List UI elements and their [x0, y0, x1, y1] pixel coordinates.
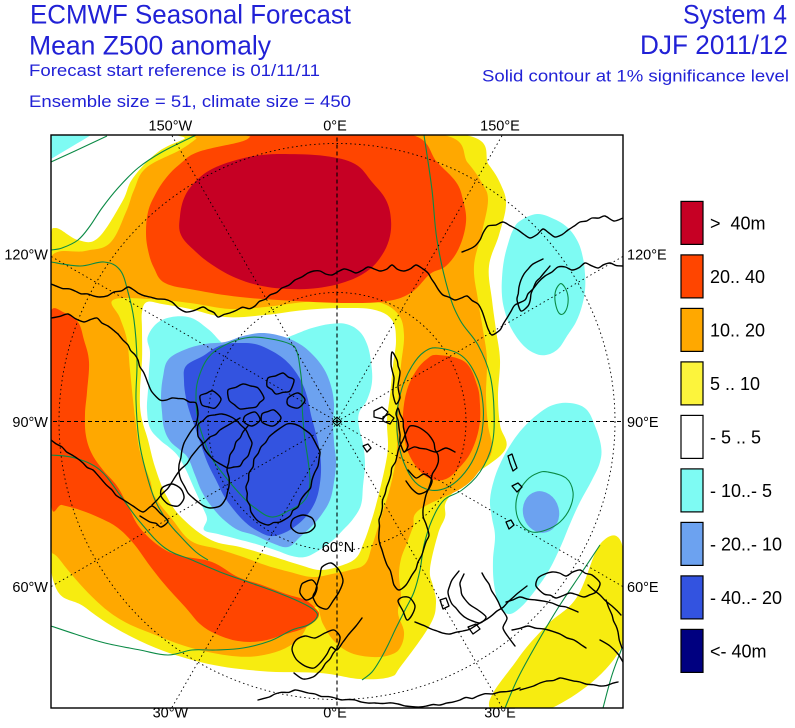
svg-text:System 4: System 4	[683, 0, 787, 29]
svg-text:<- 40m: <- 40m	[710, 641, 767, 661]
svg-text:0°E: 0°E	[323, 706, 347, 722]
svg-text:Solid contour at 1% significan: Solid contour at 1% significance level	[482, 67, 789, 85]
svg-text:ECMWF Seasonal Forecast: ECMWF Seasonal Forecast	[30, 0, 351, 30]
svg-text:150°W: 150°W	[149, 118, 193, 134]
svg-text:30°W: 30°W	[153, 706, 189, 722]
svg-text:60°W: 60°W	[12, 580, 48, 596]
svg-text:90°E: 90°E	[627, 415, 659, 431]
svg-text:10.. 20: 10.. 20	[710, 320, 765, 340]
svg-text:120°E: 120°E	[627, 247, 667, 263]
svg-text:60°N: 60°N	[322, 540, 354, 556]
svg-text:60°E: 60°E	[627, 580, 659, 596]
svg-text:- 40..- 20: - 40..- 20	[710, 588, 782, 608]
svg-text:Ensemble size = 51, climate si: Ensemble size = 51, climate size = 450	[29, 93, 351, 111]
svg-text:- 10..- 5: - 10..- 5	[710, 481, 772, 501]
svg-text:0°E: 0°E	[323, 118, 347, 134]
svg-text:> 40m: > 40m	[710, 213, 766, 233]
svg-text:90°W: 90°W	[12, 415, 48, 431]
svg-text:20.. 40: 20.. 40	[710, 267, 765, 287]
svg-text:120°W: 120°W	[4, 247, 48, 263]
svg-text:5 .. 10: 5 .. 10	[710, 374, 760, 394]
svg-text:Forecast start reference is 01: Forecast start reference is 01/11/11	[29, 62, 320, 80]
svg-text:150°E: 150°E	[480, 118, 520, 134]
svg-text:- 5 .. 5: - 5 .. 5	[710, 427, 761, 447]
svg-text:Mean Z500 anomaly: Mean Z500 anomaly	[29, 31, 271, 61]
svg-text:- 20..- 10: - 20..- 10	[710, 534, 782, 554]
svg-text:30°E: 30°E	[484, 706, 516, 722]
svg-text:DJF 2011/12: DJF 2011/12	[640, 30, 788, 60]
